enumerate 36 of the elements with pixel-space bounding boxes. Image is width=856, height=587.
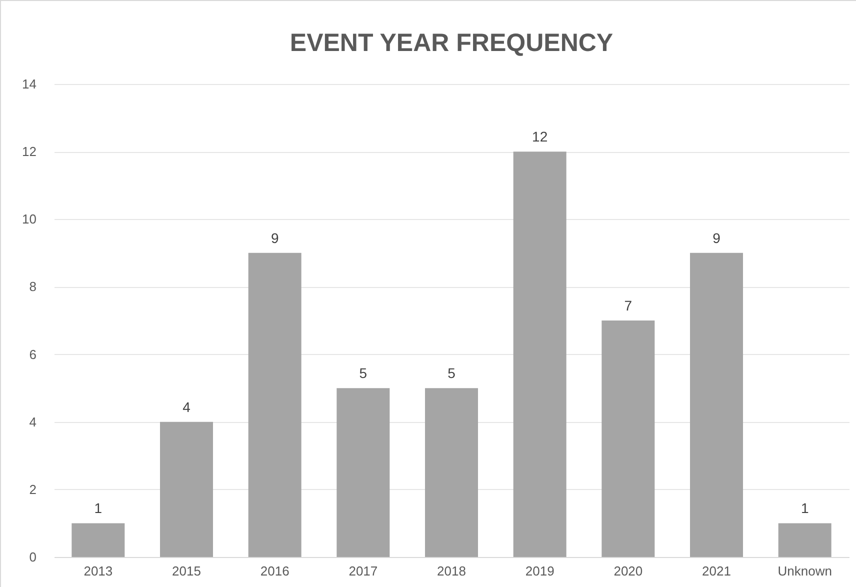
x-tick-label: 2017 xyxy=(348,564,378,578)
data-label: 9 xyxy=(270,230,279,246)
x-tick-label: 2013 xyxy=(84,564,113,578)
x-tick-label: 2020 xyxy=(614,564,643,578)
x-tick-label: 2021 xyxy=(702,564,731,578)
y-tick-label: 12 xyxy=(22,144,36,160)
x-tick-label: 2019 xyxy=(525,564,554,578)
y-tick-label: 2 xyxy=(29,482,36,497)
data-label: 4 xyxy=(182,398,191,415)
bar xyxy=(160,422,213,557)
bar xyxy=(72,523,125,557)
x-tick-label: Unknown xyxy=(778,564,832,578)
bar xyxy=(248,252,302,557)
bar xyxy=(513,152,566,557)
x-tick-label: 2016 xyxy=(260,564,290,578)
data-label: 9 xyxy=(712,230,721,246)
bar xyxy=(602,320,655,557)
data-label: 7 xyxy=(624,298,632,314)
y-tick-label: 4 xyxy=(29,414,36,430)
chart-title: EVENT YEAR FREQUENCY xyxy=(290,29,614,57)
y-tick-label: 10 xyxy=(22,212,36,227)
bar xyxy=(425,388,478,557)
bar xyxy=(778,523,832,557)
bar xyxy=(336,388,390,557)
x-tick-label: 2015 xyxy=(172,564,201,578)
bar xyxy=(690,252,743,557)
data-label: 5 xyxy=(359,365,368,382)
y-tick-label: 8 xyxy=(29,279,36,294)
data-label: 12 xyxy=(532,128,548,145)
y-tick-label: 14 xyxy=(22,76,36,92)
x-tick-label: 2018 xyxy=(437,564,466,578)
y-tick-label: 0 xyxy=(29,550,36,564)
data-label: 1 xyxy=(800,500,809,516)
data-label: 1 xyxy=(94,500,102,516)
y-tick-label: 6 xyxy=(29,346,36,362)
data-label: 5 xyxy=(448,365,456,382)
